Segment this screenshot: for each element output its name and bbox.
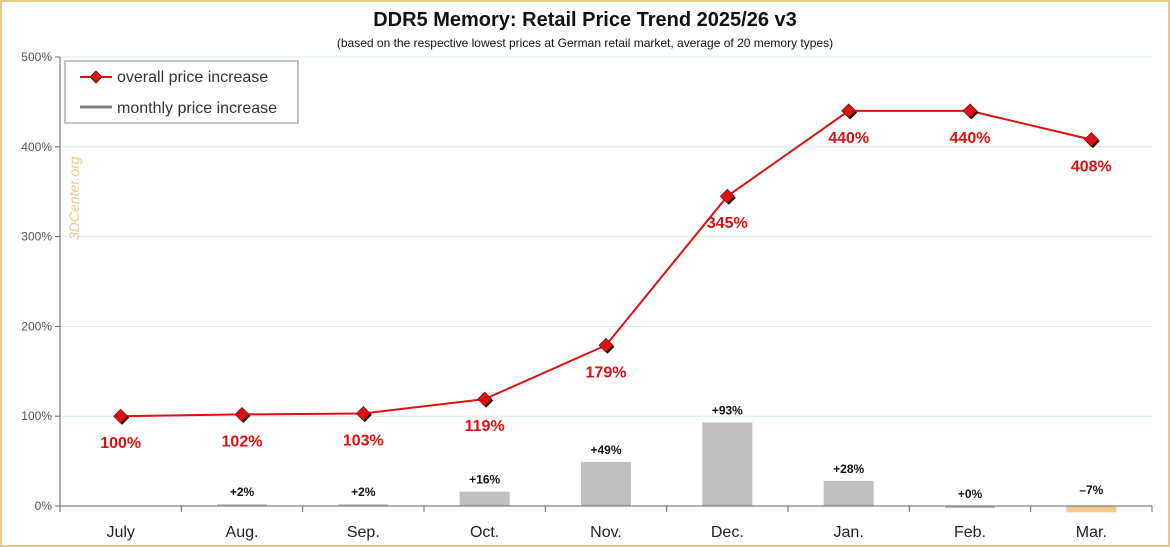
monthly-bar-3 xyxy=(459,491,510,506)
monthly-bar-1 xyxy=(217,504,267,507)
monthly-bar-2 xyxy=(338,504,389,507)
x-tick-label-6: Jan. xyxy=(834,524,864,541)
axes xyxy=(59,57,1152,507)
legend-label-monthly: monthly price increase xyxy=(117,100,277,117)
overall-marker-5 xyxy=(719,188,735,204)
chart-title: DDR5 Memory: Retail Price Trend 2025/26 … xyxy=(373,9,797,31)
overall-label-6: 440% xyxy=(828,130,869,147)
monthly-label-4: +49% xyxy=(590,443,621,457)
x-tick-label-1: Aug. xyxy=(226,524,259,541)
y-axis-ticks: 0% 100% 200% 300% 400% 500% xyxy=(21,50,60,513)
monthly-label-3: +16% xyxy=(469,473,500,487)
monthly-label-2: +2% xyxy=(351,485,376,499)
x-tick-label-5: Dec. xyxy=(711,524,744,541)
x-axis-ticks: July Aug. Sep. Oct. Nov. Dec. Jan. Feb. Mar. xyxy=(59,506,1153,541)
x-tick-label-0: July xyxy=(106,524,134,541)
overall-label-1: 102% xyxy=(222,433,263,450)
overall-label-8: 408% xyxy=(1071,159,1112,176)
overall-line xyxy=(113,103,1100,425)
legend-box xyxy=(64,60,299,124)
legend-marker-overall xyxy=(89,70,103,84)
overall-marker-7 xyxy=(962,103,978,119)
monthly-bars xyxy=(217,422,1117,513)
overall-marker-3 xyxy=(477,391,493,407)
overall-label-0: 100% xyxy=(100,435,141,452)
monthly-bar-5 xyxy=(702,422,753,506)
overall-label-5: 345% xyxy=(707,215,748,232)
overall-marker-2 xyxy=(355,406,371,421)
monthly-label-8: –7% xyxy=(1079,483,1103,497)
y-tick-label-100: 100% xyxy=(21,409,52,423)
monthly-bar-7 xyxy=(945,506,995,508)
overall-label-7: 440% xyxy=(950,130,991,147)
overall-label-3: 119% xyxy=(465,418,505,435)
data-labels: +2% +2% +16% +49% +93% +28% +0% –7% 100% 102% 103%… xyxy=(100,130,1112,501)
x-tick-label-2: Sep. xyxy=(347,524,380,541)
x-tick-label-3: Oct. xyxy=(470,524,499,541)
y-tick-label-300: 300% xyxy=(21,230,52,244)
chart-subtitle: (based on the respective lowest prices a… xyxy=(337,36,833,50)
monthly-label-7: +0% xyxy=(958,487,983,501)
x-tick-label-7: Feb. xyxy=(954,524,986,541)
y-tick-label-500: 500% xyxy=(21,50,52,64)
legend: overall price increase monthly price inc… xyxy=(64,60,299,124)
legend-label-overall: overall price increase xyxy=(117,69,268,86)
overall-marker-4 xyxy=(598,337,614,353)
y-tick-label-200: 200% xyxy=(21,319,52,333)
watermark: 3DCenter.org xyxy=(66,156,82,240)
y-tick-label-0: 0% xyxy=(35,499,53,513)
monthly-bar-4 xyxy=(581,461,631,506)
y-tick-label-400: 400% xyxy=(21,140,52,154)
x-tick-label-4: Nov. xyxy=(590,524,622,541)
overall-marker-6 xyxy=(841,103,857,119)
x-tick-label-8: Mar. xyxy=(1076,524,1107,541)
monthly-label-1: +2% xyxy=(230,485,255,499)
monthly-label-5: +93% xyxy=(712,403,743,417)
overall-marker-0 xyxy=(113,408,129,424)
monthly-bar-8 xyxy=(1066,506,1117,513)
monthly-label-6: +28% xyxy=(833,462,864,476)
monthly-bar-6 xyxy=(823,480,874,506)
overall-label-4: 179% xyxy=(586,364,627,381)
overall-marker-1 xyxy=(234,406,250,422)
overall-marker-8 xyxy=(1083,132,1099,148)
overall-label-2: 103% xyxy=(343,433,384,450)
